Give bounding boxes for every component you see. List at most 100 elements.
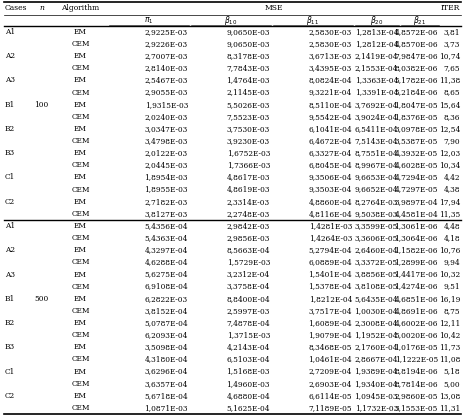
Text: 9,3221E-04: 9,3221E-04	[309, 88, 352, 97]
Text: 3,81: 3,81	[444, 28, 460, 36]
Text: 9,5542E-04: 9,5542E-04	[308, 113, 352, 121]
Text: C2: C2	[5, 198, 15, 206]
Text: 1,1732E-03: 1,1732E-03	[355, 404, 398, 412]
Text: 3,4395E-03: 3,4395E-03	[309, 64, 352, 72]
Text: 3,7530E-03: 3,7530E-03	[227, 125, 270, 133]
Text: CEM: CEM	[71, 355, 90, 364]
Text: 5,6718E-04: 5,6718E-04	[144, 392, 188, 400]
Text: 4,2143E-04: 4,2143E-04	[226, 343, 270, 351]
Text: 3,2312E-04: 3,2312E-04	[227, 271, 270, 279]
Text: 8,7814E-06: 8,7814E-06	[394, 379, 438, 388]
Text: 1,0945E-03: 1,0945E-03	[354, 392, 398, 400]
Text: 2,9226E-03: 2,9226E-03	[145, 40, 188, 48]
Text: EM: EM	[74, 392, 87, 400]
Text: 1,9315E-03: 1,9315E-03	[145, 100, 188, 109]
Text: 2,0445E-03: 2,0445E-03	[145, 161, 188, 169]
Text: CEM: CEM	[71, 210, 90, 218]
Text: 4,6288E-04: 4,6288E-04	[145, 259, 188, 266]
Text: 1,1952E-04: 1,1952E-04	[354, 331, 398, 339]
Text: CEM: CEM	[71, 404, 90, 412]
Text: 2,3008E-04: 2,3008E-04	[355, 319, 398, 327]
Text: 1,1582E-06: 1,1582E-06	[394, 246, 438, 254]
Text: 5,0787E-04: 5,0787E-04	[144, 319, 188, 327]
Text: 3,5098E-04: 3,5098E-04	[145, 343, 188, 351]
Text: A2: A2	[5, 246, 15, 254]
Text: EM: EM	[74, 222, 87, 230]
Text: EM: EM	[74, 28, 87, 36]
Text: 3,8108E-05: 3,8108E-05	[354, 283, 398, 291]
Text: 4,6002E-06: 4,6002E-06	[394, 319, 438, 327]
Text: CEM: CEM	[71, 137, 90, 145]
Text: 3,7692E-04: 3,7692E-04	[355, 100, 398, 109]
Text: EM: EM	[74, 367, 87, 376]
Text: 1,0030E-04: 1,0030E-04	[354, 307, 398, 315]
Text: 16,19: 16,19	[438, 295, 460, 303]
Text: EM: EM	[74, 246, 87, 254]
Text: 8,5110E-04: 8,5110E-04	[308, 100, 352, 109]
Text: 8,75: 8,75	[443, 307, 460, 315]
Text: 10,32: 10,32	[439, 271, 460, 279]
Text: 1,4281E-03: 1,4281E-03	[309, 222, 352, 230]
Text: 7,9847E-06: 7,9847E-06	[394, 52, 438, 60]
Text: 4,42: 4,42	[444, 173, 460, 181]
Text: 3,3758E-04: 3,3758E-04	[226, 283, 270, 291]
Text: 1,2899E-06: 1,2899E-06	[394, 259, 438, 266]
Text: 3,6713E-03: 3,6713E-03	[309, 52, 352, 60]
Text: 2,5830E-03: 2,5830E-03	[309, 28, 352, 36]
Text: 10,74: 10,74	[438, 52, 460, 60]
Text: 2,7209E-04: 2,7209E-04	[309, 367, 352, 376]
Text: 3,9897E-04: 3,9897E-04	[394, 198, 438, 206]
Text: 2,3314E-03: 2,3314E-03	[227, 198, 270, 206]
Text: 2,0240E-03: 2,0240E-03	[145, 113, 188, 121]
Text: B1: B1	[5, 100, 15, 109]
Text: C1: C1	[5, 173, 15, 181]
Text: B3: B3	[5, 149, 15, 157]
Text: 7,65: 7,65	[443, 64, 460, 72]
Text: 2,8140E-03: 2,8140E-03	[145, 64, 188, 72]
Text: 3,8152E-04: 3,8152E-04	[145, 307, 188, 315]
Text: A1: A1	[5, 28, 15, 36]
Text: EM: EM	[74, 76, 87, 85]
Text: 8,7551E-04: 8,7551E-04	[354, 149, 398, 157]
Text: 6,5411E-04: 6,5411E-04	[354, 125, 398, 133]
Text: 4,3932E-05: 4,3932E-05	[395, 149, 438, 157]
Text: 1,2813E-04: 1,2813E-04	[355, 28, 398, 36]
Text: 5,1625E-04: 5,1625E-04	[226, 404, 270, 412]
Text: n: n	[39, 5, 44, 13]
Text: 1,8954E-03: 1,8954E-03	[145, 173, 188, 181]
Text: 4,6851E-06: 4,6851E-06	[394, 295, 438, 303]
Text: 4,8619E-03: 4,8619E-03	[226, 186, 270, 193]
Text: 6,5103E-04: 6,5103E-04	[226, 355, 270, 364]
Text: 6,0889E-04: 6,0889E-04	[308, 259, 352, 266]
Text: 1,3363E-04: 1,3363E-04	[355, 76, 398, 85]
Text: 2,1553E-04: 2,1553E-04	[355, 64, 398, 72]
Text: 5,18: 5,18	[443, 367, 460, 376]
Text: CEM: CEM	[71, 186, 90, 193]
Text: 9,6653E-04: 9,6653E-04	[354, 173, 398, 181]
Text: 1,3391E-04: 1,3391E-04	[355, 88, 398, 97]
Text: 2,9225E-03: 2,9225E-03	[145, 28, 188, 36]
Text: 7,5143E-04: 7,5143E-04	[354, 137, 398, 145]
Text: 1,8047E-05: 1,8047E-05	[394, 100, 438, 109]
Text: 13,08: 13,08	[439, 392, 460, 400]
Text: 15,64: 15,64	[438, 100, 460, 109]
Text: MSE: MSE	[265, 5, 283, 13]
Text: 4,3180E-04: 4,3180E-04	[145, 355, 188, 364]
Text: 8,8194E-06: 8,8194E-06	[394, 367, 438, 376]
Text: 9,94: 9,94	[443, 259, 460, 266]
Text: 9,0650E-03: 9,0650E-03	[226, 40, 270, 48]
Text: CEM: CEM	[71, 40, 90, 48]
Text: 3,1553E-05: 3,1553E-05	[395, 404, 438, 412]
Text: 4,6880E-04: 4,6880E-04	[226, 392, 270, 400]
Text: CEM: CEM	[71, 64, 90, 72]
Text: 1,5168E-03: 1,5168E-03	[226, 367, 270, 376]
Text: 10,76: 10,76	[438, 246, 460, 254]
Text: 1,3715E-03: 1,3715E-03	[226, 331, 270, 339]
Text: 7,5523E-03: 7,5523E-03	[227, 113, 270, 121]
Text: 2,9842E-03: 2,9842E-03	[227, 222, 270, 230]
Text: 1,4264E-03: 1,4264E-03	[309, 234, 352, 242]
Text: CEM: CEM	[71, 88, 90, 97]
Text: 7,7843E-03: 7,7843E-03	[226, 64, 270, 72]
Text: 17,94: 17,94	[438, 198, 460, 206]
Text: 2,1145E-03: 2,1145E-03	[226, 88, 270, 97]
